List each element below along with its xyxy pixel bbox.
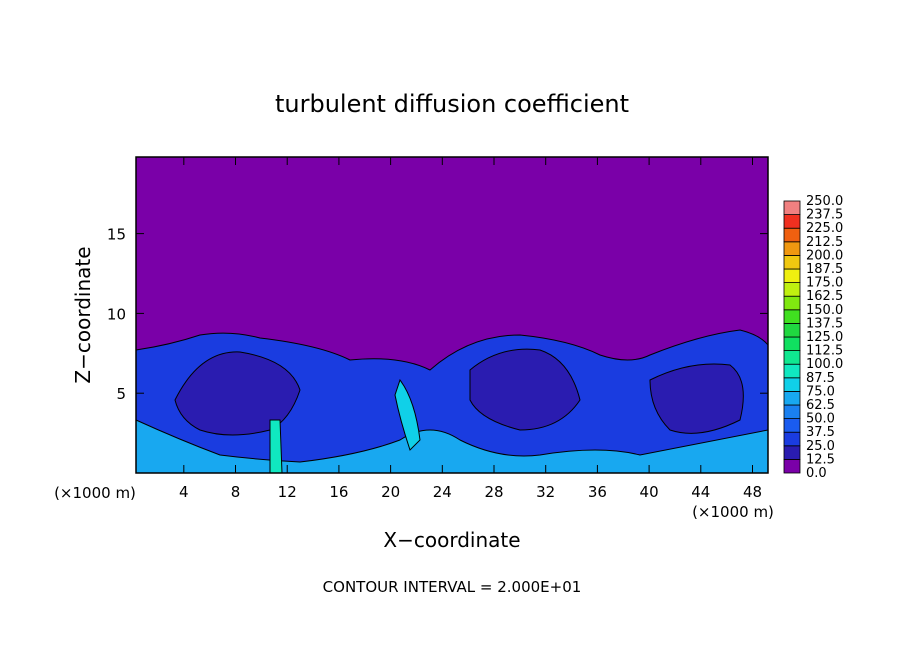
x-tick-label: 32 — [536, 483, 555, 501]
x-tick-label: 20 — [381, 483, 400, 501]
field-region — [394, 378, 421, 451]
x-tick-label: 44 — [691, 483, 710, 501]
colorbar-label: 112.5 — [806, 344, 843, 359]
x-axis-label: X−coordinate — [383, 528, 520, 552]
chart-title: turbulent diffusion coefficient — [275, 90, 629, 118]
field-region — [135, 329, 769, 474]
x-tick-label: 4 — [179, 483, 189, 501]
colorbar-cell — [783, 350, 801, 365]
colorbar-label: 125.0 — [806, 330, 843, 345]
colorbar-label: 162.5 — [806, 289, 843, 304]
colorbar-cell — [783, 214, 801, 229]
colorbar-cell — [783, 241, 801, 256]
colorbar-label: 87.5 — [806, 371, 835, 386]
colorbar-cell — [783, 227, 801, 243]
colorbar-cell — [783, 363, 801, 379]
colorbar-cell — [783, 336, 801, 352]
y-tick-label: 10 — [107, 305, 126, 323]
colorbar-label: 75.0 — [806, 384, 835, 399]
colorbar-label: 25.0 — [806, 439, 835, 454]
y-axis-label: Z−coordinate — [71, 246, 95, 383]
colorbar-label: 100.0 — [806, 357, 843, 372]
colorbar-cell — [783, 309, 801, 324]
x-tick-label: 40 — [640, 483, 659, 501]
x-tick-label: 12 — [278, 483, 297, 501]
field — [135, 329, 769, 474]
footer-note: CONTOUR INTERVAL = 2.000E+01 — [323, 578, 582, 596]
colorbar-label: 237.5 — [806, 208, 843, 223]
colorbar-cell — [783, 445, 801, 460]
field-region — [269, 419, 283, 474]
field-region — [135, 419, 769, 474]
colorbar-cell — [783, 377, 801, 392]
colorbar-label: 225.0 — [806, 221, 843, 236]
colorbar-label: 212.5 — [806, 235, 843, 250]
x-unit: (×1000 m) — [54, 484, 136, 502]
colorbar-label: 62.5 — [806, 398, 835, 413]
colorbar-cell — [783, 295, 801, 311]
x-tick-label: 36 — [588, 483, 607, 501]
colorbar-label: 200.0 — [806, 248, 843, 263]
colorbar-label: 150.0 — [806, 303, 843, 318]
colorbar-cell — [783, 254, 801, 270]
colorbar-label: 187.5 — [806, 262, 843, 277]
colorbar-cell — [783, 418, 801, 433]
colorbar-label: 12.5 — [806, 452, 835, 467]
colorbar-cell — [783, 431, 801, 447]
colorbar-cell — [783, 390, 801, 406]
x-unit: (×1000 m) — [692, 503, 774, 521]
colorbar-cell — [783, 458, 801, 474]
x-tick-label: 28 — [484, 483, 503, 501]
colorbar-cell — [783, 268, 801, 284]
colorbar-label: 37.5 — [806, 425, 835, 440]
y-tick-label: 5 — [116, 385, 126, 403]
x-tick-label: 16 — [329, 483, 348, 501]
colorbar-cell — [783, 404, 801, 420]
colorbar-cell — [783, 322, 801, 338]
x-tick-label: 24 — [433, 483, 452, 501]
colorbar-cell — [783, 282, 801, 297]
field-region — [174, 351, 301, 436]
x-tick-label: 48 — [743, 483, 762, 501]
colorbar-label: 0.0 — [806, 466, 827, 481]
colorbar-label: 250.0 — [806, 194, 843, 209]
colorbar-label: 175.0 — [806, 276, 843, 291]
colorbar-label: 50.0 — [806, 412, 835, 427]
colorbar-cell — [783, 200, 801, 216]
plot-frame — [135, 156, 769, 474]
x-tick-label: 8 — [231, 483, 241, 501]
colorbar-label: 137.5 — [806, 316, 843, 331]
field-region — [469, 348, 581, 431]
y-tick-label: 15 — [107, 226, 126, 244]
field-region — [649, 363, 744, 434]
